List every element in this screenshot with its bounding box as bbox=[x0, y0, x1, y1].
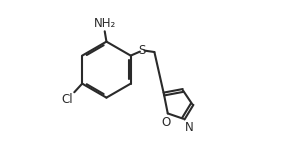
Text: Cl: Cl bbox=[62, 93, 73, 106]
Text: O: O bbox=[162, 116, 171, 129]
Text: S: S bbox=[138, 44, 146, 57]
Text: N: N bbox=[185, 121, 193, 134]
Text: NH₂: NH₂ bbox=[94, 17, 116, 30]
